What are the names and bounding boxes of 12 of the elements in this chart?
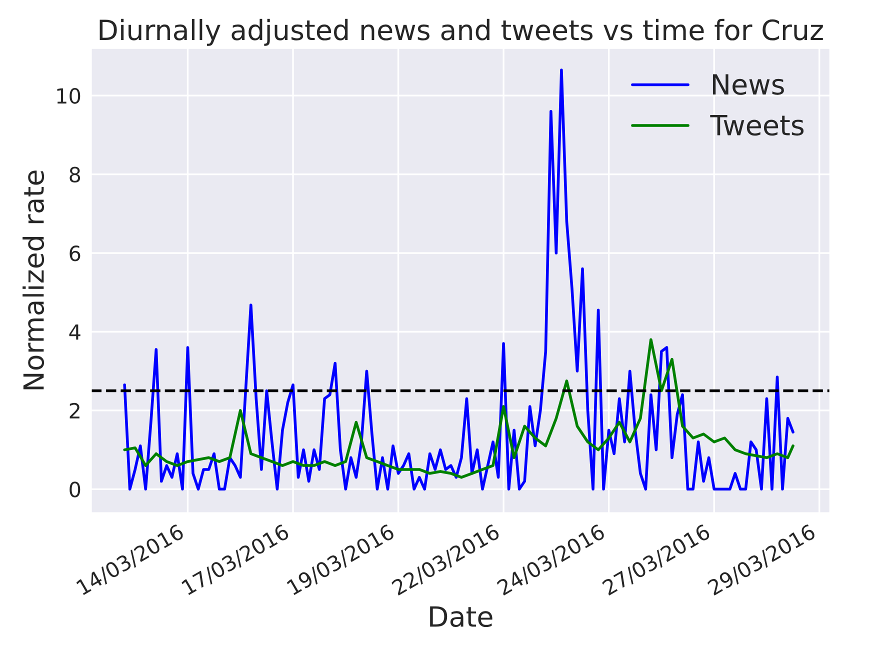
x-axis-title: Date bbox=[430, 606, 492, 628]
line-series bbox=[123, 338, 794, 479]
y-tick-label: 6 bbox=[70, 245, 80, 262]
y-tick-label: 10 bbox=[57, 88, 80, 104]
legend-label: Tweets bbox=[710, 115, 804, 136]
legend-label: News bbox=[712, 74, 784, 95]
y-tick-label: 0 bbox=[70, 482, 80, 498]
y-tick-label: 2 bbox=[70, 402, 80, 418]
y-tick-label: 4 bbox=[69, 324, 80, 340]
chart-title: Diurnally adjusted news and tweets vs time for Cruz bbox=[100, 18, 823, 46]
y-tick-label: 8 bbox=[70, 166, 80, 183]
y-axis-title: Normalized rate bbox=[22, 170, 44, 390]
